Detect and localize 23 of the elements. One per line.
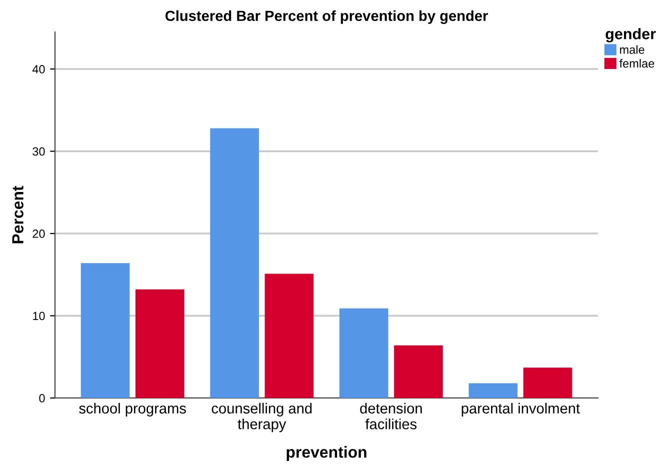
- y-tick-label: 40: [32, 65, 45, 74]
- y-tick-label: 10: [33, 312, 45, 320]
- bar: [468, 383, 518, 398]
- x-tick-label: counselling and therapy: [212, 402, 312, 432]
- legend-label: male: [620, 45, 644, 54]
- x-axis-title: prevention: [286, 446, 366, 461]
- legend-title: gender: [606, 28, 656, 42]
- bar: [523, 368, 572, 398]
- y-axis-title: Percent: [12, 186, 24, 244]
- legend-label: femlae: [619, 58, 654, 68]
- y-tick-label: 0: [39, 394, 45, 402]
- bar: [339, 308, 388, 398]
- bar: [80, 263, 130, 398]
- y-tick-label: 30: [32, 147, 45, 156]
- x-tick-label: school programs: [79, 402, 186, 416]
- x-tick-label: detension facilities: [360, 402, 422, 430]
- bar: [210, 128, 259, 398]
- y-tick-label: 20: [32, 230, 45, 238]
- chart-title: Clustered Bar Percent of prevention by gender: [165, 10, 488, 24]
- bar: [264, 274, 314, 398]
- x-tick-label: parental involment: [462, 402, 580, 416]
- bar: [394, 345, 443, 398]
- bar: [135, 289, 184, 398]
